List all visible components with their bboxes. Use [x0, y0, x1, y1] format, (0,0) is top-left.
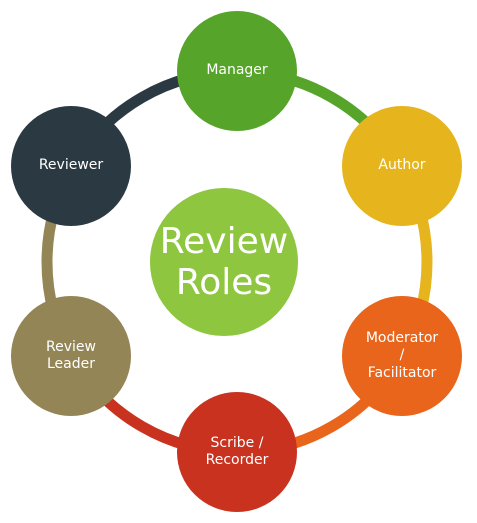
role-node-author: Author	[342, 106, 462, 226]
role-label-review-leader: Review Leader	[46, 338, 96, 373]
role-label-author: Author	[378, 157, 426, 174]
role-node-review-leader: Review Leader	[11, 296, 131, 416]
role-node-moderator: Moderator / Facilitator	[342, 296, 462, 416]
center-title: Review Roles	[159, 220, 289, 303]
role-label-reviewer: Reviewer	[38, 157, 104, 174]
role-node-scribe: Scribe / Recorder	[177, 392, 297, 512]
center-hub: Review Roles	[150, 188, 298, 336]
role-node-reviewer: Reviewer	[11, 106, 131, 226]
role-label-manager: Manager	[206, 62, 268, 79]
role-label-scribe: Scribe / Recorder	[205, 434, 269, 469]
role-node-manager: Manager	[177, 11, 297, 131]
role-label-moderator: Moderator / Facilitator	[365, 329, 439, 381]
